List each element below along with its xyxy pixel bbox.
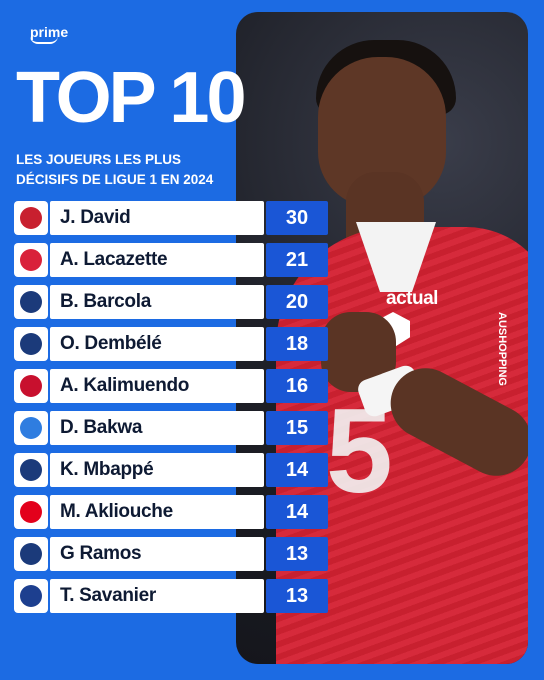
list-item: K. Mbappé 14 (14, 453, 328, 487)
list-item: A. Lacazette 21 (14, 243, 328, 277)
psg-crest-icon (20, 543, 42, 565)
prime-logo-text: prime (30, 24, 69, 40)
jersey-side-text: AUSHOPPING (496, 312, 508, 386)
subtitle-line-2: DÉCISIFS DE LIGUE 1 EN 2024 (16, 172, 214, 187)
player-score: 21 (266, 243, 328, 277)
subtitle-line-1: LES JOUEURS LES PLUS (16, 152, 182, 167)
lyon-crest-icon (20, 249, 42, 271)
player-name: J. David (50, 201, 264, 235)
player-score: 13 (266, 537, 328, 571)
club-logo (14, 201, 48, 235)
club-logo (14, 579, 48, 613)
player-score: 13 (266, 579, 328, 613)
list-item: G Ramos 13 (14, 537, 328, 571)
list-item: O. Dembélé 18 (14, 327, 328, 361)
club-logo (14, 495, 48, 529)
player-score: 15 (266, 411, 328, 445)
club-logo (14, 453, 48, 487)
player-name: T. Savanier (50, 579, 264, 613)
prime-smile-icon (30, 36, 58, 44)
psg-crest-icon (20, 333, 42, 355)
page-title: TOP 10 (16, 58, 246, 138)
player-name: K. Mbappé (50, 453, 264, 487)
list-item: A. Kalimuendo 16 (14, 369, 328, 403)
club-logo (14, 285, 48, 319)
player-name: G Ramos (50, 537, 264, 571)
player-name: D. Bakwa (50, 411, 264, 445)
list-item: T. Savanier 13 (14, 579, 328, 613)
player-name: A. Kalimuendo (50, 369, 264, 403)
club-logo (14, 411, 48, 445)
prime-logo: prime (30, 24, 68, 44)
player-name: M. Akliouche (50, 495, 264, 529)
monaco-crest-icon (20, 501, 42, 523)
page-subtitle: LES JOUEURS LES PLUS DÉCISIFS DE LIGUE 1… (16, 150, 246, 190)
list-item: B. Barcola 20 (14, 285, 328, 319)
club-logo (14, 537, 48, 571)
psg-crest-icon (20, 459, 42, 481)
list-item: J. David 30 (14, 201, 328, 235)
player-score: 14 (266, 495, 328, 529)
player-name: A. Lacazette (50, 243, 264, 277)
player-score: 20 (266, 285, 328, 319)
ranking-list: J. David 30 A. Lacazette 21 B. Barcola 20 O. D… (14, 201, 328, 621)
player-name: B. Barcola (50, 285, 264, 319)
list-item: D. Bakwa 15 (14, 411, 328, 445)
player-score: 30 (266, 201, 328, 235)
club-logo (14, 243, 48, 277)
montpellier-crest-icon (20, 585, 42, 607)
list-item: M. Akliouche 14 (14, 495, 328, 529)
psg-crest-icon (20, 291, 42, 313)
player-score: 16 (266, 369, 328, 403)
strasbourg-crest-icon (20, 417, 42, 439)
jersey-sponsor: actual (386, 288, 438, 309)
rennes-crest-icon (20, 375, 42, 397)
player-score: 18 (266, 327, 328, 361)
lille-crest-icon (20, 207, 42, 229)
player-name: O. Dembélé (50, 327, 264, 361)
club-logo (14, 369, 48, 403)
club-logo (14, 327, 48, 361)
player-score: 14 (266, 453, 328, 487)
